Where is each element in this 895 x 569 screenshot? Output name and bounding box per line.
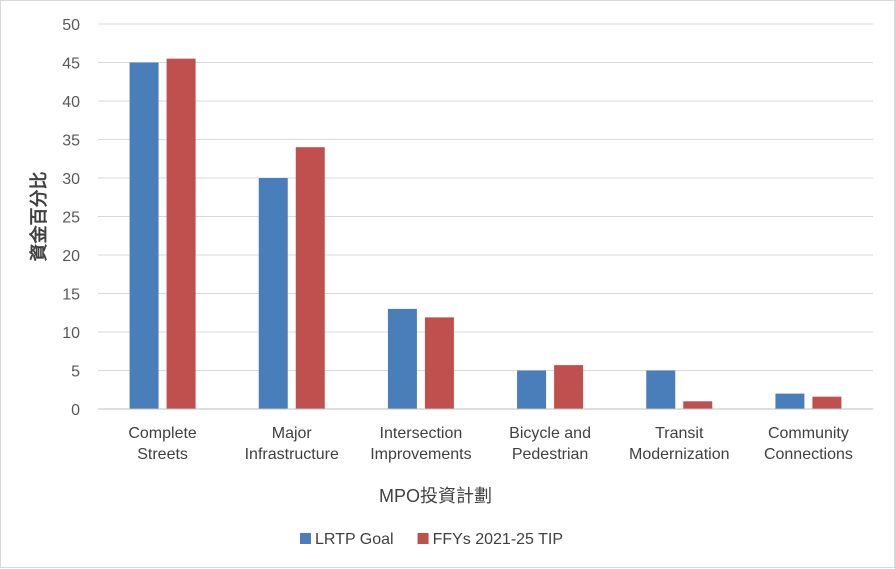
bar-lrtp-goal-0: [129, 62, 159, 409]
x-category-label: Improvements: [370, 446, 471, 463]
x-category-label: Complete: [128, 425, 197, 442]
x-category-label: Modernization: [629, 446, 730, 463]
x-category-label: Bicycle and: [509, 425, 591, 442]
y-tick-label: 15: [62, 287, 80, 304]
bar-ffys-2021-25-tip-3: [554, 365, 584, 409]
x-category-label: Streets: [137, 446, 188, 463]
legend-label: FFYs 2021-25 TIP: [433, 531, 563, 548]
x-category-label: Pedestrian: [512, 446, 589, 463]
y-tick-label: 20: [62, 248, 80, 265]
y-tick-label: 40: [62, 94, 80, 111]
x-category-label: Transit: [655, 425, 704, 442]
bar-ffys-2021-25-tip-0: [166, 58, 196, 410]
y-tick-labels: 0 5 10 15 20 25 30 35 40 45 50: [62, 17, 80, 419]
x-category-label: Intersection: [380, 425, 463, 442]
x-category-label: Major: [272, 425, 313, 442]
y-tick-label: 0: [71, 402, 80, 419]
y-tick-label: 30: [62, 171, 80, 188]
y-tick-label: 5: [71, 364, 80, 381]
y-tick-label: 50: [62, 17, 80, 34]
bar-lrtp-goal-3: [517, 370, 547, 409]
bar-lrtp-goal-5: [775, 393, 805, 409]
x-category-label: Community: [768, 425, 849, 442]
bar-ffys-2021-25-tip-5: [812, 396, 842, 409]
y-tick-label: 25: [62, 210, 80, 227]
gridlines: [98, 23, 873, 371]
legend-label: LRTP Goal: [315, 531, 394, 548]
bar-lrtp-goal-4: [646, 370, 676, 409]
bar-ffys-2021-25-tip-1: [295, 147, 325, 409]
bars: [129, 58, 842, 410]
y-axis-title: 資金百分比: [28, 172, 49, 262]
x-category-labels: Complete Streets Major Infrastructure Inters…: [128, 425, 853, 463]
y-tick-label: 45: [62, 56, 80, 73]
y-tick-label: 35: [62, 133, 80, 150]
bar-ffys-2021-25-tip-2: [424, 317, 454, 409]
legend-swatch: [300, 533, 311, 544]
x-axis-title: MPO投資計劃: [379, 486, 492, 506]
legend: LRTP Goal FFYs 2021-25 TIP: [300, 531, 563, 548]
bar-ffys-2021-25-tip-4: [683, 401, 713, 409]
legend-swatch: [417, 533, 429, 544]
x-category-label: Connections: [764, 446, 853, 463]
x-category-label: Infrastructure: [245, 446, 339, 463]
y-tick-label: 10: [62, 325, 80, 342]
bar-lrtp-goal-1: [258, 178, 288, 409]
bar-lrtp-goal-2: [387, 308, 417, 409]
